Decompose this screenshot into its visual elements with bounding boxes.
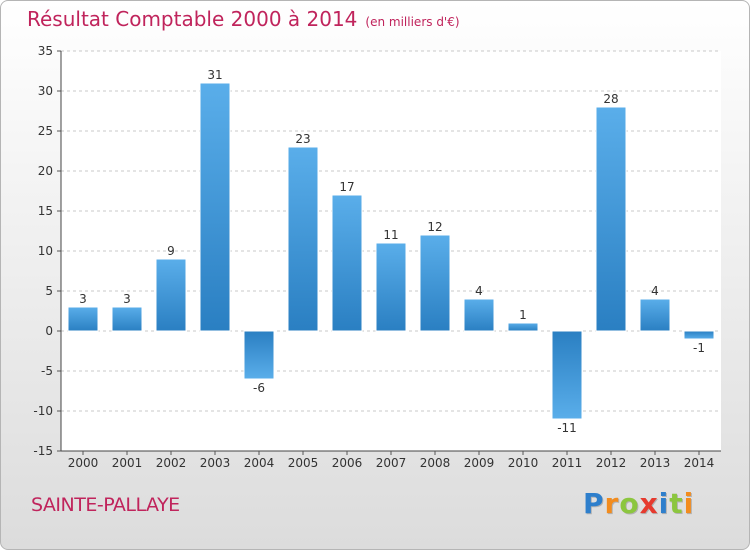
commune-name: SAINTE-PALLAYE [31, 494, 180, 516]
logo-letter: P [583, 487, 605, 520]
data-label: 17 [339, 180, 354, 194]
logo-letter: r [604, 487, 620, 520]
data-label: 12 [427, 220, 442, 234]
data-label: 23 [295, 132, 310, 146]
bar-2006 [331, 194, 363, 332]
data-label: 4 [475, 284, 483, 298]
data-label: 4 [651, 284, 659, 298]
x-tick-label: 2004 [244, 456, 275, 470]
bar-2010 [507, 322, 539, 332]
y-tick-label: 5 [45, 284, 53, 298]
logo-letter: t [669, 487, 684, 520]
x-tick-label: 2009 [464, 456, 495, 470]
x-tick-label: 2001 [112, 456, 143, 470]
bar-2007 [375, 242, 407, 332]
data-label: 3 [79, 292, 87, 306]
y-tick-label: 30 [38, 84, 53, 98]
bar-2000 [67, 306, 99, 332]
bar-2004 [243, 330, 275, 380]
data-label: 11 [383, 228, 398, 242]
y-tick-label: 15 [38, 204, 53, 218]
data-label: -1 [693, 341, 705, 355]
x-tick-label: 2012 [596, 456, 627, 470]
x-tick-label: 2011 [552, 456, 583, 470]
y-tick-label: -15 [33, 444, 53, 458]
bar-2005 [287, 146, 319, 332]
y-tick-label: 0 [45, 324, 53, 338]
x-tick-label: 2003 [200, 456, 231, 470]
bar-2011 [551, 330, 583, 420]
x-tick-label: 2008 [420, 456, 451, 470]
logo-letter: i [658, 487, 670, 520]
data-label: 9 [167, 244, 175, 258]
x-tick-label: 2002 [156, 456, 187, 470]
title-text: Résultat Comptable 2000 à 2014 [27, 7, 358, 31]
x-tick-label: 2014 [684, 456, 715, 470]
data-label: -6 [253, 381, 265, 395]
data-label: -11 [557, 421, 577, 435]
bar-2003 [199, 82, 231, 332]
data-label: 3 [123, 292, 131, 306]
bar-2013 [639, 298, 671, 332]
y-tick-label: 20 [38, 164, 53, 178]
x-tick-label: 2006 [332, 456, 363, 470]
bar-2008 [419, 234, 451, 332]
x-tick-label: 2013 [640, 456, 671, 470]
data-label: 28 [603, 92, 618, 106]
logo-letter: o [619, 487, 640, 520]
x-tick-label: 2000 [68, 456, 99, 470]
x-tick-label: 2007 [376, 456, 407, 470]
logo-letter: i [683, 487, 695, 520]
y-tick-label: 25 [38, 124, 53, 138]
data-label: 31 [207, 68, 222, 82]
bar-2014 [683, 330, 715, 340]
chart-title: Résultat Comptable 2000 à 2014 (en millie… [27, 7, 460, 31]
x-tick-label: 2010 [508, 456, 539, 470]
y-tick-label: 35 [38, 44, 53, 58]
proxiti-logo[interactable]: Proxiti [583, 487, 694, 520]
bar-2001 [111, 306, 143, 332]
bar-2002 [155, 258, 187, 332]
bar-2012 [595, 106, 627, 332]
data-label: 1 [519, 308, 527, 322]
bar-2009 [463, 298, 495, 332]
logo-letter: x [639, 487, 659, 520]
y-tick-label: -5 [41, 364, 53, 378]
y-tick-label: -10 [33, 404, 53, 418]
x-tick-label: 2005 [288, 456, 319, 470]
y-tick-label: 10 [38, 244, 53, 258]
chart-subtitle: (en milliers d'€) [365, 15, 460, 29]
